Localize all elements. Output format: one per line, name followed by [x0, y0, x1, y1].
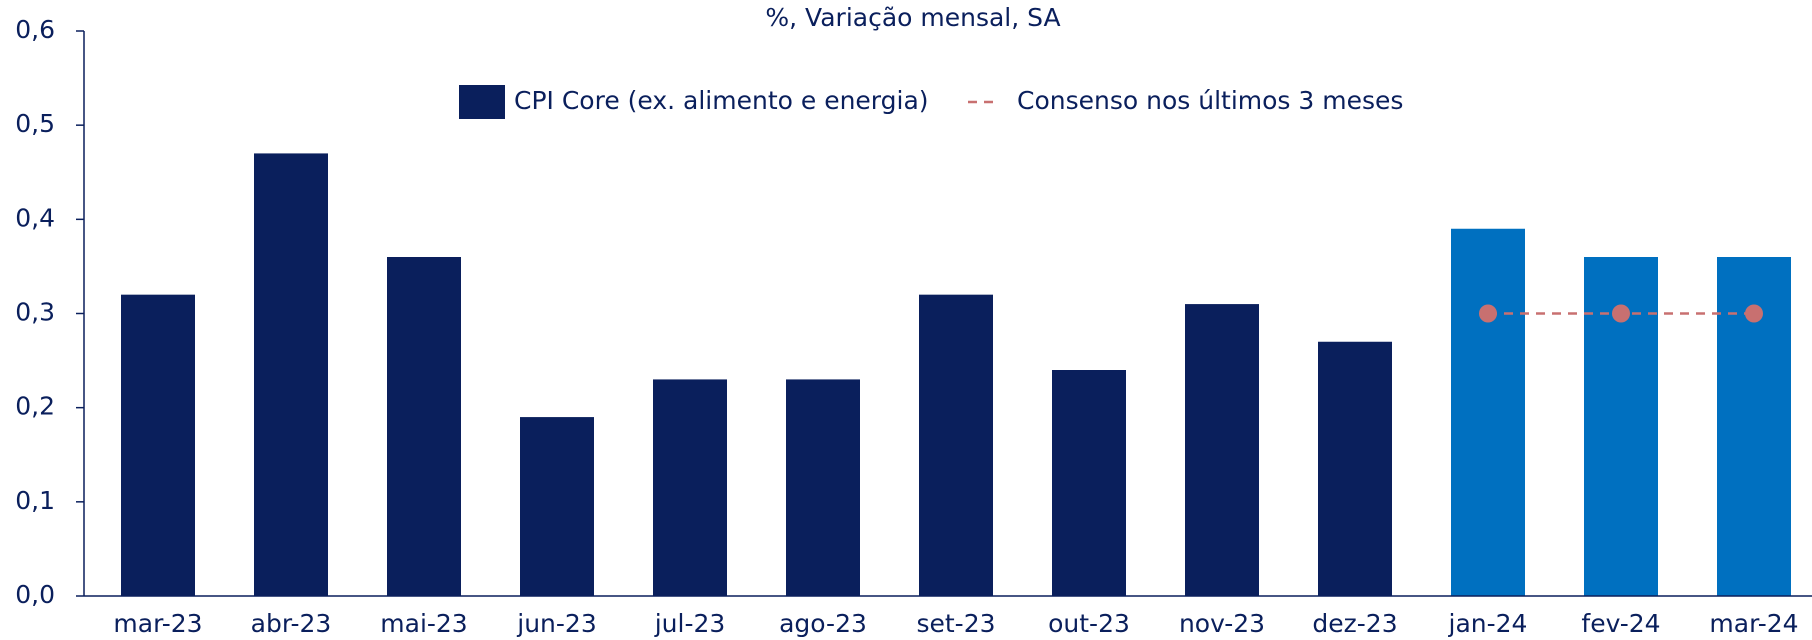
y-tick-label: 0,2	[15, 392, 55, 421]
y-tick-label: 0,6	[15, 15, 55, 44]
x-tick-label: jul-23	[654, 609, 726, 638]
x-tick-label: set-23	[916, 609, 995, 638]
x-tick-label: mar-24	[1709, 609, 1798, 638]
point	[1745, 304, 1763, 323]
point	[1479, 304, 1497, 323]
bar	[121, 294, 195, 596]
y-tick-label: 0,3	[15, 298, 55, 327]
x-tick-label: jun-23	[516, 609, 596, 638]
bar	[1318, 341, 1392, 596]
x-tick-label: nov-23	[1179, 609, 1265, 638]
legend-swatch	[459, 85, 505, 119]
bar	[1052, 370, 1126, 596]
chart-title: %, Variação mensal, SA	[765, 3, 1060, 32]
x-tick-label: out-23	[1048, 609, 1130, 638]
y-tick-label: 0,4	[15, 203, 55, 232]
x-tick-label: abr-23	[251, 609, 332, 638]
bar	[1451, 228, 1525, 596]
x-tick-label: ago-23	[779, 609, 867, 638]
x-tick-label: jan-24	[1448, 609, 1528, 638]
bar	[653, 379, 727, 596]
x-tick-label: fev-24	[1581, 609, 1660, 638]
x-tick-label: mai-23	[380, 609, 467, 638]
x-tick-label: mar-23	[113, 609, 202, 638]
y-tick-label: 0,1	[15, 486, 55, 515]
legend-label: CPI Core (ex. alimento e energia)	[514, 86, 929, 115]
bar	[786, 379, 860, 596]
bar	[387, 257, 461, 596]
legend-label: Consenso nos últimos 3 meses	[1017, 86, 1403, 115]
point	[1612, 304, 1630, 323]
bar	[919, 294, 993, 596]
y-tick-label: 0,0	[15, 580, 55, 609]
y-tick-label: 0,5	[15, 109, 55, 138]
bar	[520, 417, 594, 596]
bar	[254, 153, 328, 596]
x-tick-label: dez-23	[1312, 609, 1397, 638]
bar	[1185, 304, 1259, 596]
